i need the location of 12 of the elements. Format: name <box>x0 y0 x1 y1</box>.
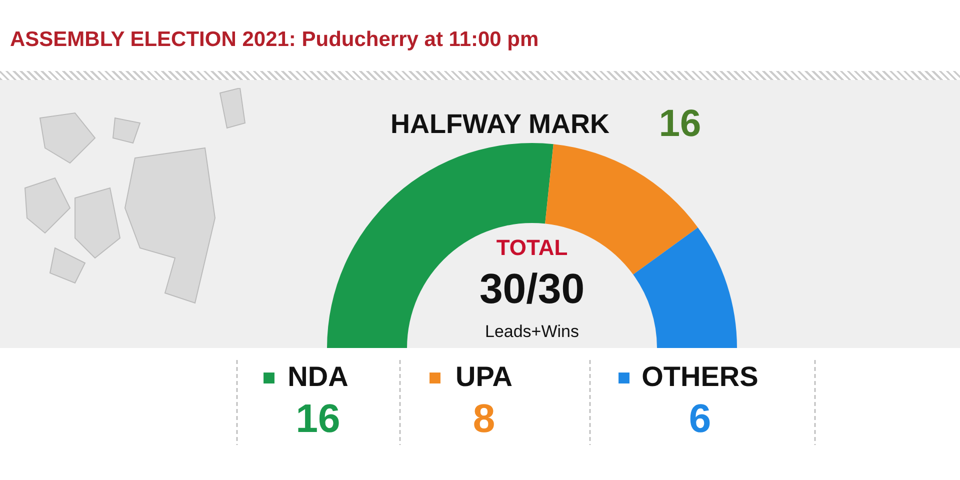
text: 16 <box>658 103 702 145</box>
legend-label: UPA <box>455 361 513 392</box>
data-label: 6 <box>688 397 712 441</box>
chart-title: ASSEMBLY ELECTION 2021: Puducherry at 11:00 pm <box>10 28 539 51</box>
legend-label: NDA <box>288 361 348 392</box>
text: 30/30 <box>479 265 585 312</box>
text: HALFWAY MARK <box>390 109 610 139</box>
text: Leads+Wins <box>484 322 580 341</box>
data-label: 16 <box>296 397 340 441</box>
legend-label: OTHERS <box>642 361 758 392</box>
data-label: 8 <box>472 397 496 441</box>
text: TOTAL <box>496 235 568 260</box>
